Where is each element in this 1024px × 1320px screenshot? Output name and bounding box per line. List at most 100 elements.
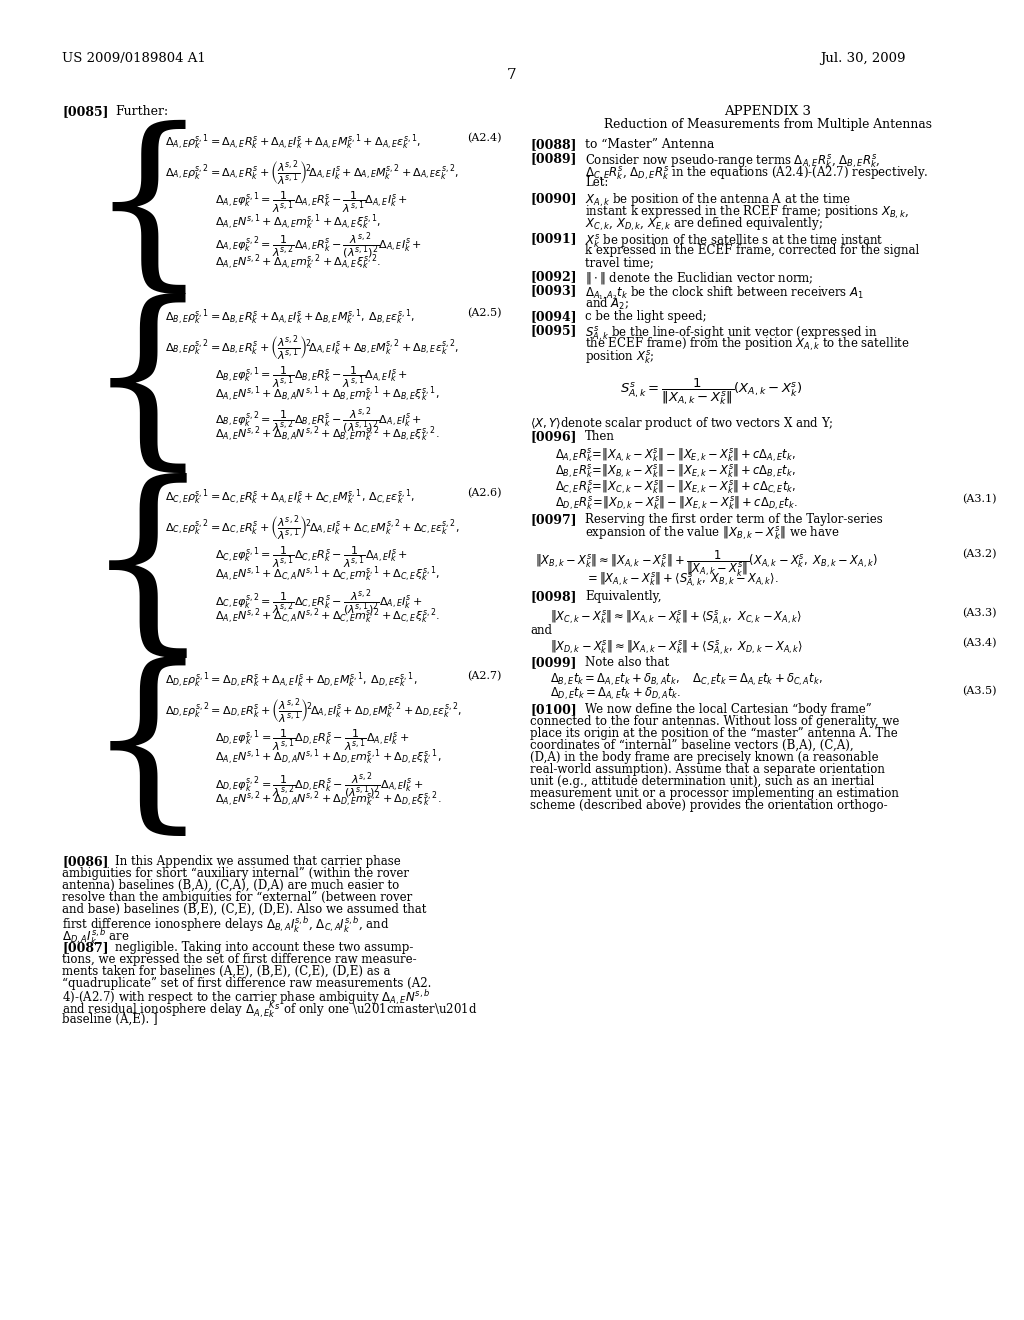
Text: $S^s_{A,k} = \dfrac{1}{\|X_{A,k} - X_k^s\|}(X_{A,k} - X_k^s)$: $S^s_{A,k} = \dfrac{1}{\|X_{A,k} - X_k^s… (620, 376, 802, 407)
Text: real-world assumption). Assume that a separate orientation: real-world assumption). Assume that a se… (530, 763, 885, 776)
Text: [0099]: [0099] (530, 656, 577, 669)
Text: $\Delta_{B,E}\rho_k^{s,1}=\Delta_{B,E}R_k^s+\Delta_{A,E}I_k^s+\Delta_{B,E}M_k^{s: $\Delta_{B,E}\rho_k^{s,1}=\Delta_{B,E}R_… (165, 308, 415, 329)
Text: k expressed in the ECEF frame, corrected for the signal: k expressed in the ECEF frame, corrected… (585, 244, 920, 257)
Text: ambiguities for short “auxiliary internal” (within the rover: ambiguities for short “auxiliary interna… (62, 867, 409, 880)
Text: Reduction of Measurements from Multiple Antennas: Reduction of Measurements from Multiple … (604, 117, 932, 131)
Text: first difference ionosphere delays $\Delta_{B,A}I_k^{s,b}$, $\Delta_{C,A}I_k^{s,: first difference ionosphere delays $\Del… (62, 915, 389, 935)
Text: $\Delta_{C,E}\varphi_k^{s,2}=\dfrac{1}{\lambda^{s,2}}\Delta_{C,E}R_k^s-\dfrac{\l: $\Delta_{C,E}\varphi_k^{s,2}=\dfrac{1}{\… (215, 587, 422, 618)
Text: [0095]: [0095] (530, 323, 577, 337)
Text: [0087]: [0087] (62, 941, 109, 954)
Text: $\|X_{B,k}-X_k^s\|\approx\|X_{A,k}-X_k^s\|+\dfrac{1}{\|X_{A,k}-X_k^s\|}(X_{A,k}-: $\|X_{B,k}-X_k^s\|\approx\|X_{A,k}-X_k^s… (535, 549, 878, 579)
Text: baseline (A,E). ]: baseline (A,E). ] (62, 1012, 158, 1026)
Text: Reserving the first order term of the Taylor-series: Reserving the first order term of the Ta… (585, 513, 883, 525)
Text: $X_k^s$ be position of the satellite s at the time instant: $X_k^s$ be position of the satellite s a… (585, 232, 884, 249)
Text: [0090]: [0090] (530, 191, 577, 205)
Text: and: and (530, 624, 552, 638)
Text: Note also that: Note also that (585, 656, 669, 669)
Text: [0092]: [0092] (530, 271, 577, 282)
Text: $\Delta_{A,E}R_k^s\!=\!\|X_{A,k}-X_k^s\|-\|X_{E,k}-X_k^s\|+c\Delta_{A,E}t_k,$: $\Delta_{A,E}R_k^s\!=\!\|X_{A,k}-X_k^s\|… (555, 446, 796, 463)
Text: $\Delta_{D,E}\rho_k^{s,1}=\Delta_{D,E}R_k^s+\Delta_{A,E}I_k^s+\Delta_{D,E}M_k^{s: $\Delta_{D,E}\rho_k^{s,1}=\Delta_{D,E}R_… (165, 671, 418, 692)
Text: (A3.4): (A3.4) (963, 638, 997, 648)
Text: (A3.3): (A3.3) (963, 609, 997, 618)
Text: {: { (86, 656, 210, 845)
Text: and base) baselines (B,E), (C,E), (D,E). Also we assumed that: and base) baselines (B,E), (C,E), (D,E).… (62, 903, 426, 916)
Text: tions, we expressed the set of first difference raw measure-: tions, we expressed the set of first dif… (62, 953, 417, 966)
Text: Jul. 30, 2009: Jul. 30, 2009 (820, 51, 905, 65)
Text: $\Delta_{A,E}N^{s,2}+\Delta_{C,A}N^{s,2}+\Delta_{C,E}m_k^{s,2}+\Delta_{C,E}\xi_k: $\Delta_{A,E}N^{s,2}+\Delta_{C,A}N^{s,2}… (215, 607, 439, 627)
Text: $\Delta_{B,E}\varphi_k^{s,1}=\dfrac{1}{\lambda^{s,1}}\Delta_{B,E}R_k^s-\dfrac{1}: $\Delta_{B,E}\varphi_k^{s,1}=\dfrac{1}{\… (215, 366, 408, 391)
Text: $\langle X,Y\rangle$denote scalar product of two vectors X and Y;: $\langle X,Y\rangle$denote scalar produc… (530, 414, 834, 432)
Text: (A2.6): (A2.6) (467, 488, 502, 499)
Text: [0086]: [0086] (62, 855, 109, 869)
Text: 7: 7 (507, 69, 517, 82)
Text: We now define the local Cartesian “body frame”: We now define the local Cartesian “body … (585, 704, 871, 715)
Text: travel time;: travel time; (585, 256, 654, 269)
Text: $\Delta_{D,E}t_k=\Delta_{A,E}t_k+\delta_{D,A}t_k.$: $\Delta_{D,E}t_k=\Delta_{A,E}t_k+\delta_… (550, 686, 681, 702)
Text: $\Delta_{C,E}R_k^s\!=\!\|X_{C,k}-X_k^s\|-\|X_{E,k}-X_k^s\|+c\Delta_{C,E}t_k,$: $\Delta_{C,E}R_k^s\!=\!\|X_{C,k}-X_k^s\|… (555, 478, 797, 495)
Text: scheme (described above) provides the orientation orthogo-: scheme (described above) provides the or… (530, 799, 888, 812)
Text: negligible. Taking into account these two assump-: negligible. Taking into account these tw… (115, 941, 414, 954)
Text: (A2.5): (A2.5) (467, 308, 502, 318)
Text: $\Delta_{A,E}N^{s,1}+\Delta_{C,A}N^{s,1}+\Delta_{C,E}m_k^{s,1}+\Delta_{C,E}\xi_k: $\Delta_{A,E}N^{s,1}+\Delta_{C,A}N^{s,1}… (215, 565, 439, 585)
Text: [0097]: [0097] (530, 513, 577, 525)
Text: $\Delta_{D,E}\varphi_k^{s,1}=\dfrac{1}{\lambda^{s,1}}\Delta_{D,E}R_k^s-\dfrac{1}: $\Delta_{D,E}\varphi_k^{s,1}=\dfrac{1}{\… (215, 729, 410, 754)
Text: APPENDIX 3: APPENDIX 3 (725, 106, 811, 117)
Text: $\Delta_{C,E}\varphi_k^{s,1}=\dfrac{1}{\lambda^{s,1}}\Delta_{C,E}R_k^s-\dfrac{1}: $\Delta_{C,E}\varphi_k^{s,1}=\dfrac{1}{\… (215, 545, 409, 570)
Text: 4)-(A2.7) with respect to the carrier phase ambiguity $\Delta_{A,E}N^{s,b}$: 4)-(A2.7) with respect to the carrier ph… (62, 989, 430, 1008)
Text: c be the light speed;: c be the light speed; (585, 310, 707, 323)
Text: Consider now pseudo-range terms $\Delta_{A,E}R_k^s$, $\Delta_{B,E}R_k^s$,: Consider now pseudo-range terms $\Delta_… (585, 152, 881, 169)
Text: [0096]: [0096] (530, 430, 577, 444)
Text: $\Delta_{A,E}\rho_k^{s,1}=\Delta_{A,E}R_k^s+\Delta_{A,E}I_k^s+\Delta_{A,E}M_k^{s: $\Delta_{A,E}\rho_k^{s,1}=\Delta_{A,E}R_… (165, 133, 421, 153)
Text: {: { (88, 119, 208, 301)
Text: (A2.4): (A2.4) (467, 133, 502, 144)
Text: US 2009/0189804 A1: US 2009/0189804 A1 (62, 51, 206, 65)
Text: $\Delta_{B,E}R_k^s\!=\!\|X_{B,k}-X_k^s\|-\|X_{E,k}-X_k^s\|+c\Delta_{B,E}t_k,$: $\Delta_{B,E}R_k^s\!=\!\|X_{B,k}-X_k^s\|… (555, 462, 796, 479)
Text: [0100]: [0100] (530, 704, 577, 715)
Text: to “Master” Antenna: to “Master” Antenna (585, 139, 715, 150)
Text: (A3.1): (A3.1) (963, 494, 997, 504)
Text: {: { (86, 293, 210, 482)
Text: {: { (84, 473, 212, 667)
Text: [0091]: [0091] (530, 232, 577, 246)
Text: Let:: Let: (585, 176, 608, 189)
Text: expansion of the value $\|X_{B,k}-X_k^s\|$ we have: expansion of the value $\|X_{B,k}-X_k^s\… (585, 525, 840, 543)
Text: instant k expressed in the RCEF frame; positions $X_{B,k}$,: instant k expressed in the RCEF frame; p… (585, 205, 909, 222)
Text: (A3.2): (A3.2) (963, 549, 997, 560)
Text: [0093]: [0093] (530, 284, 577, 297)
Text: $\Delta_{A,E}\rho_k^{s,2}=\Delta_{A,E}R_k^s+\left(\dfrac{\lambda^{s,2}}{\lambda^: $\Delta_{A,E}\rho_k^{s,2}=\Delta_{A,E}R_… (165, 158, 459, 187)
Text: unit (e.g., attitude determination unit), such as an inertial: unit (e.g., attitude determination unit)… (530, 775, 874, 788)
Text: (A3.5): (A3.5) (963, 686, 997, 697)
Text: position $X_k^s$;: position $X_k^s$; (585, 348, 654, 366)
Text: Then: Then (585, 430, 614, 444)
Text: $\Delta_{C,E}\rho_k^{s,1}=\Delta_{C,E}R_k^s+\Delta_{A,E}I_k^s+\Delta_{C,E}M_k^{s: $\Delta_{C,E}\rho_k^{s,1}=\Delta_{C,E}R_… (165, 488, 415, 508)
Text: $X_{A,k}$ be position of the antenna A at the time: $X_{A,k}$ be position of the antenna A a… (585, 191, 851, 209)
Text: $\Delta_{A,E}N^{s,2}+\Delta_{D,A}N^{s,2}+\Delta_{D,E}m_k^{s,2}+\Delta_{D,E}\xi_k: $\Delta_{A,E}N^{s,2}+\Delta_{D,A}N^{s,2}… (215, 789, 441, 810)
Text: $\Delta_{D,E}\rho_k^{s,2}=\Delta_{D,E}R_k^s+\left(\dfrac{\lambda^{s,2}}{\lambda^: $\Delta_{D,E}\rho_k^{s,2}=\Delta_{D,E}R_… (165, 696, 462, 726)
Text: $\|X_{C,k}-X_k^s\|\approx\|X_{A,k}-X_k^s\|+\langle S^s_{A,k},\ X_{C,k}-X_{A,k}\r: $\|X_{C,k}-X_k^s\|\approx\|X_{A,k}-X_k^s… (550, 609, 802, 627)
Text: the ECEF frame) from the position $X_{A,k}$ to the satellite: the ECEF frame) from the position $X_{A,… (585, 337, 910, 354)
Text: [0085]: [0085] (62, 106, 109, 117)
Text: place its origin at the position of the “master” antenna A. The: place its origin at the position of the … (530, 727, 898, 741)
Text: [0088]: [0088] (530, 139, 577, 150)
Text: coordinates of “internal” baseline vectors (B,A), (C,A),: coordinates of “internal” baseline vecto… (530, 739, 854, 752)
Text: $\Delta_{A,E}N^{s,1}+\Delta_{B,A}N^{s,1}+\Delta_{B,E}m_k^{s,1}+\Delta_{B,E}\xi_k: $\Delta_{A,E}N^{s,1}+\Delta_{B,A}N^{s,1}… (215, 385, 439, 405)
Text: Equivalently,: Equivalently, (585, 590, 662, 603)
Text: $\Delta_{A,E}N^{s,2}+\Delta_{B,A}N^{s,2}+\Delta_{B,E}m_k^{s,2}+\Delta_{B,E}\xi_k: $\Delta_{A,E}N^{s,2}+\Delta_{B,A}N^{s,2}… (215, 425, 439, 445)
Text: antenna) baselines (B,A), (C,A), (D,A) are much easier to: antenna) baselines (B,A), (C,A), (D,A) a… (62, 879, 399, 892)
Text: $\Delta_{A,E}N^{s,2}+\Delta_{A,E}m_k^{s,2}+\Delta_{A,E}\xi_k^{s,2}.$: $\Delta_{A,E}N^{s,2}+\Delta_{A,E}m_k^{s,… (215, 253, 381, 273)
Text: $\Delta_{A,E}N^{s,1}+\Delta_{D,A}N^{s,1}+\Delta_{D,E}m_k^{s,1}+\Delta_{D,E}\xi_k: $\Delta_{A,E}N^{s,1}+\Delta_{D,A}N^{s,1}… (215, 748, 441, 768)
Text: measurement unit or a processor implementing an estimation: measurement unit or a processor implemen… (530, 787, 899, 800)
Text: ments taken for baselines (A,E), (B,E), (C,E), (D,E) as a: ments taken for baselines (A,E), (B,E), … (62, 965, 390, 978)
Text: $\Delta_{A,E}\varphi_k^{s,2}=\dfrac{1}{\lambda^{s,2}}\Delta_{A,E}R_k^s-\dfrac{\l: $\Delta_{A,E}\varphi_k^{s,2}=\dfrac{1}{\… (215, 230, 422, 261)
Text: [0094]: [0094] (530, 310, 577, 323)
Text: $\Delta_{D,E}R_k^s\!=\!\|X_{D,k}-X_k^s\|-\|X_{E,k}-X_k^s\|+c\Delta_{D,E}t_k.$: $\Delta_{D,E}R_k^s\!=\!\|X_{D,k}-X_k^s\|… (555, 494, 798, 511)
Text: $\Delta_{B,E}\rho_k^{s,2}=\Delta_{B,E}R_k^s+\left(\dfrac{\lambda^{s,2}}{\lambda^: $\Delta_{B,E}\rho_k^{s,2}=\Delta_{B,E}R_… (165, 333, 459, 363)
Text: (A2.7): (A2.7) (467, 671, 502, 681)
Text: (D,A) in the body frame are precisely known (a reasonable: (D,A) in the body frame are precisely kn… (530, 751, 879, 764)
Text: Further:: Further: (115, 106, 168, 117)
Text: $\Delta_{A_1,A_2}t_k$ be the clock shift between receivers $A_1$: $\Delta_{A_1,A_2}t_k$ be the clock shift… (585, 284, 864, 301)
Text: $\Delta_{D,A}I_k^{s,b}$ are: $\Delta_{D,A}I_k^{s,b}$ are (62, 927, 130, 948)
Text: $\Delta_{A,E}N^{s,1}+\Delta_{A,E}m_k^{s,1}+\Delta_{A,E}\xi_k^{s,1},$: $\Delta_{A,E}N^{s,1}+\Delta_{A,E}m_k^{s,… (215, 213, 381, 234)
Text: and $A_2$;: and $A_2$; (585, 296, 629, 312)
Text: $\|X_{D,k}-X_k^s\|\approx\|X_{A,k}-X_k^s\|+\langle S^s_{A,k},\ X_{D,k}-X_{A,k}\r: $\|X_{D,k}-X_k^s\|\approx\|X_{A,k}-X_k^s… (550, 638, 803, 657)
